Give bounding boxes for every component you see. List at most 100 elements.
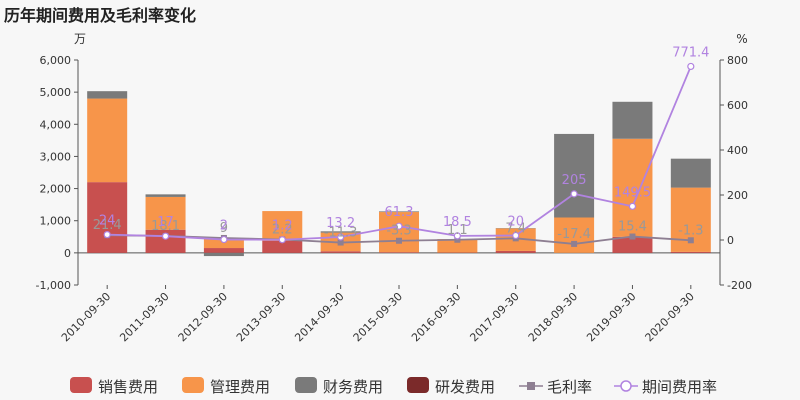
data-label-期间费用率: 17 (157, 215, 174, 230)
y-right-tick-label: 800 (727, 54, 748, 67)
y-right-tick-label: 400 (727, 144, 748, 157)
x-tick-label: 2015-09-30 (351, 290, 405, 344)
bar-财务费用 (87, 91, 128, 99)
x-tick-label: 2019-09-30 (584, 290, 638, 344)
x-tick-label: 2017-09-30 (467, 290, 521, 344)
y-left-tick-label: 0 (64, 247, 71, 260)
point-毛利率 (396, 237, 402, 244)
bar-财务费用 (612, 101, 653, 139)
data-label-期间费用率: 771.4 (672, 45, 709, 60)
bar-销售费用 (670, 251, 711, 253)
legend-label-期间费用率: 期间费用率 (642, 378, 717, 396)
bar-管理费用 (554, 217, 595, 253)
y-left-tick-label: 5,000 (40, 86, 72, 99)
point-期间费用率 (337, 233, 345, 241)
bar-销售费用 (379, 252, 419, 253)
point-毛利率 (454, 236, 461, 243)
x-tick-label: 2013-09-30 (234, 290, 288, 344)
point-毛利率 (571, 240, 578, 247)
legend-swatch-销售费用 (70, 377, 92, 393)
bar-财务费用 (203, 252, 244, 257)
y-right-tick-label: 0 (727, 234, 734, 247)
bar-管理费用 (87, 98, 128, 183)
x-tick-label: 2018-09-30 (526, 290, 580, 344)
point-期间费用率 (687, 62, 695, 71)
data-label-毛利率: -3.3 (386, 224, 411, 239)
point-期间费用率 (220, 235, 228, 244)
bar-财务费用 (320, 231, 361, 233)
bar-财务费用 (670, 158, 711, 188)
legend-swatch-管理费用 (182, 377, 204, 393)
data-label-期间费用率: 1.2 (272, 219, 293, 234)
y-left-tick-label: 2,000 (40, 183, 72, 196)
y-right-tick-label: 600 (727, 99, 748, 112)
y-right-tick-label: -200 (727, 279, 752, 292)
data-label-毛利率: 15.4 (618, 220, 647, 235)
data-label-期间费用率: 61.3 (385, 205, 414, 220)
data-label-毛利率: 18.1 (151, 219, 180, 234)
bar-销售费用 (320, 251, 361, 253)
data-label-毛利率: 1.1 (447, 223, 468, 238)
data-label-期间费用率: 205 (562, 173, 587, 188)
legend-swatch-财务费用 (295, 377, 317, 393)
x-tick-label: 2020-09-30 (643, 290, 697, 344)
x-tick-label: 2010-09-30 (59, 290, 113, 344)
y-left-unit: 万 (74, 32, 86, 46)
bar-销售费用 (612, 236, 653, 253)
point-期间费用率 (628, 202, 637, 210)
point-期间费用率 (395, 222, 403, 230)
bar-管理费用 (437, 239, 478, 253)
x-tick-label: 2014-09-30 (292, 290, 346, 344)
point-期间费用率 (453, 232, 461, 240)
legend-label-研发费用: 研发费用 (435, 378, 495, 396)
bar-管理费用 (262, 211, 303, 241)
point-期间费用率 (512, 231, 520, 240)
bar-销售费用 (495, 250, 536, 253)
point-毛利率 (629, 233, 636, 240)
x-tick-label: 2016-09-30 (409, 290, 463, 344)
data-label-毛利率: 7.4 (505, 221, 526, 236)
y-right-unit: % (736, 32, 747, 46)
bar-销售费用 (262, 240, 303, 253)
bar-销售费用 (203, 248, 244, 253)
point-期间费用率 (161, 232, 170, 240)
bar-财务费用 (379, 211, 419, 213)
data-label-毛利率: -17.4 (557, 227, 591, 242)
legend-swatch-研发费用 (407, 377, 429, 393)
data-label-期间费用率: 13.2 (326, 216, 355, 231)
data-label-期间费用率: 20 (507, 215, 524, 230)
bar-管理费用 (145, 196, 186, 230)
chart-title: 历年期间费用及毛利率变化 (4, 6, 197, 25)
x-tick-label: 2012-09-30 (176, 290, 230, 344)
point-毛利率 (687, 237, 694, 244)
legend-label-管理费用: 管理费用 (210, 378, 270, 396)
data-label-毛利率: -11.3 (324, 226, 358, 241)
line-series (103, 62, 695, 247)
legend-label-销售费用: 销售费用 (98, 378, 158, 396)
bar-管理费用 (203, 238, 244, 249)
data-label-期间费用率: 149.5 (614, 185, 651, 200)
point-期间费用率 (570, 190, 578, 198)
data-label-毛利率: 2.2 (272, 223, 293, 238)
point-毛利率 (337, 239, 344, 246)
y-left-tick-label: 1,000 (40, 215, 72, 228)
legend-label-毛利率: 毛利率 (547, 378, 592, 396)
point-期间费用率 (103, 231, 111, 239)
bar-管理费用 (379, 212, 419, 253)
data-label-毛利率: 9 (220, 221, 228, 236)
data-labels: 21.4 18.1 9 2.2 -11.3 -3.3 1.1 7.4 -17.4 15.4 -1.3… (93, 45, 710, 241)
y-right-tick-label: 200 (727, 189, 748, 202)
legend: 销售费用 管理费用 财务费用 研发费用 毛利率 期间费用率 (70, 377, 717, 396)
y-left-tick-label: 6,000 (40, 54, 72, 67)
data-label-期间费用率: 24 (99, 214, 116, 229)
data-label-毛利率: 21.4 (93, 218, 122, 233)
x-tick-label: 2011-09-30 (117, 290, 171, 344)
y-left-tick-label: -1,000 (36, 279, 71, 292)
data-label-毛利率: -1.3 (678, 223, 703, 238)
data-label-期间费用率: 2 (220, 219, 228, 234)
legend-label-财务费用: 财务费用 (323, 378, 383, 396)
bar-管理费用 (612, 138, 653, 237)
legend-marker-毛利率 (527, 382, 535, 390)
legend-marker-期间费用率 (620, 380, 632, 392)
